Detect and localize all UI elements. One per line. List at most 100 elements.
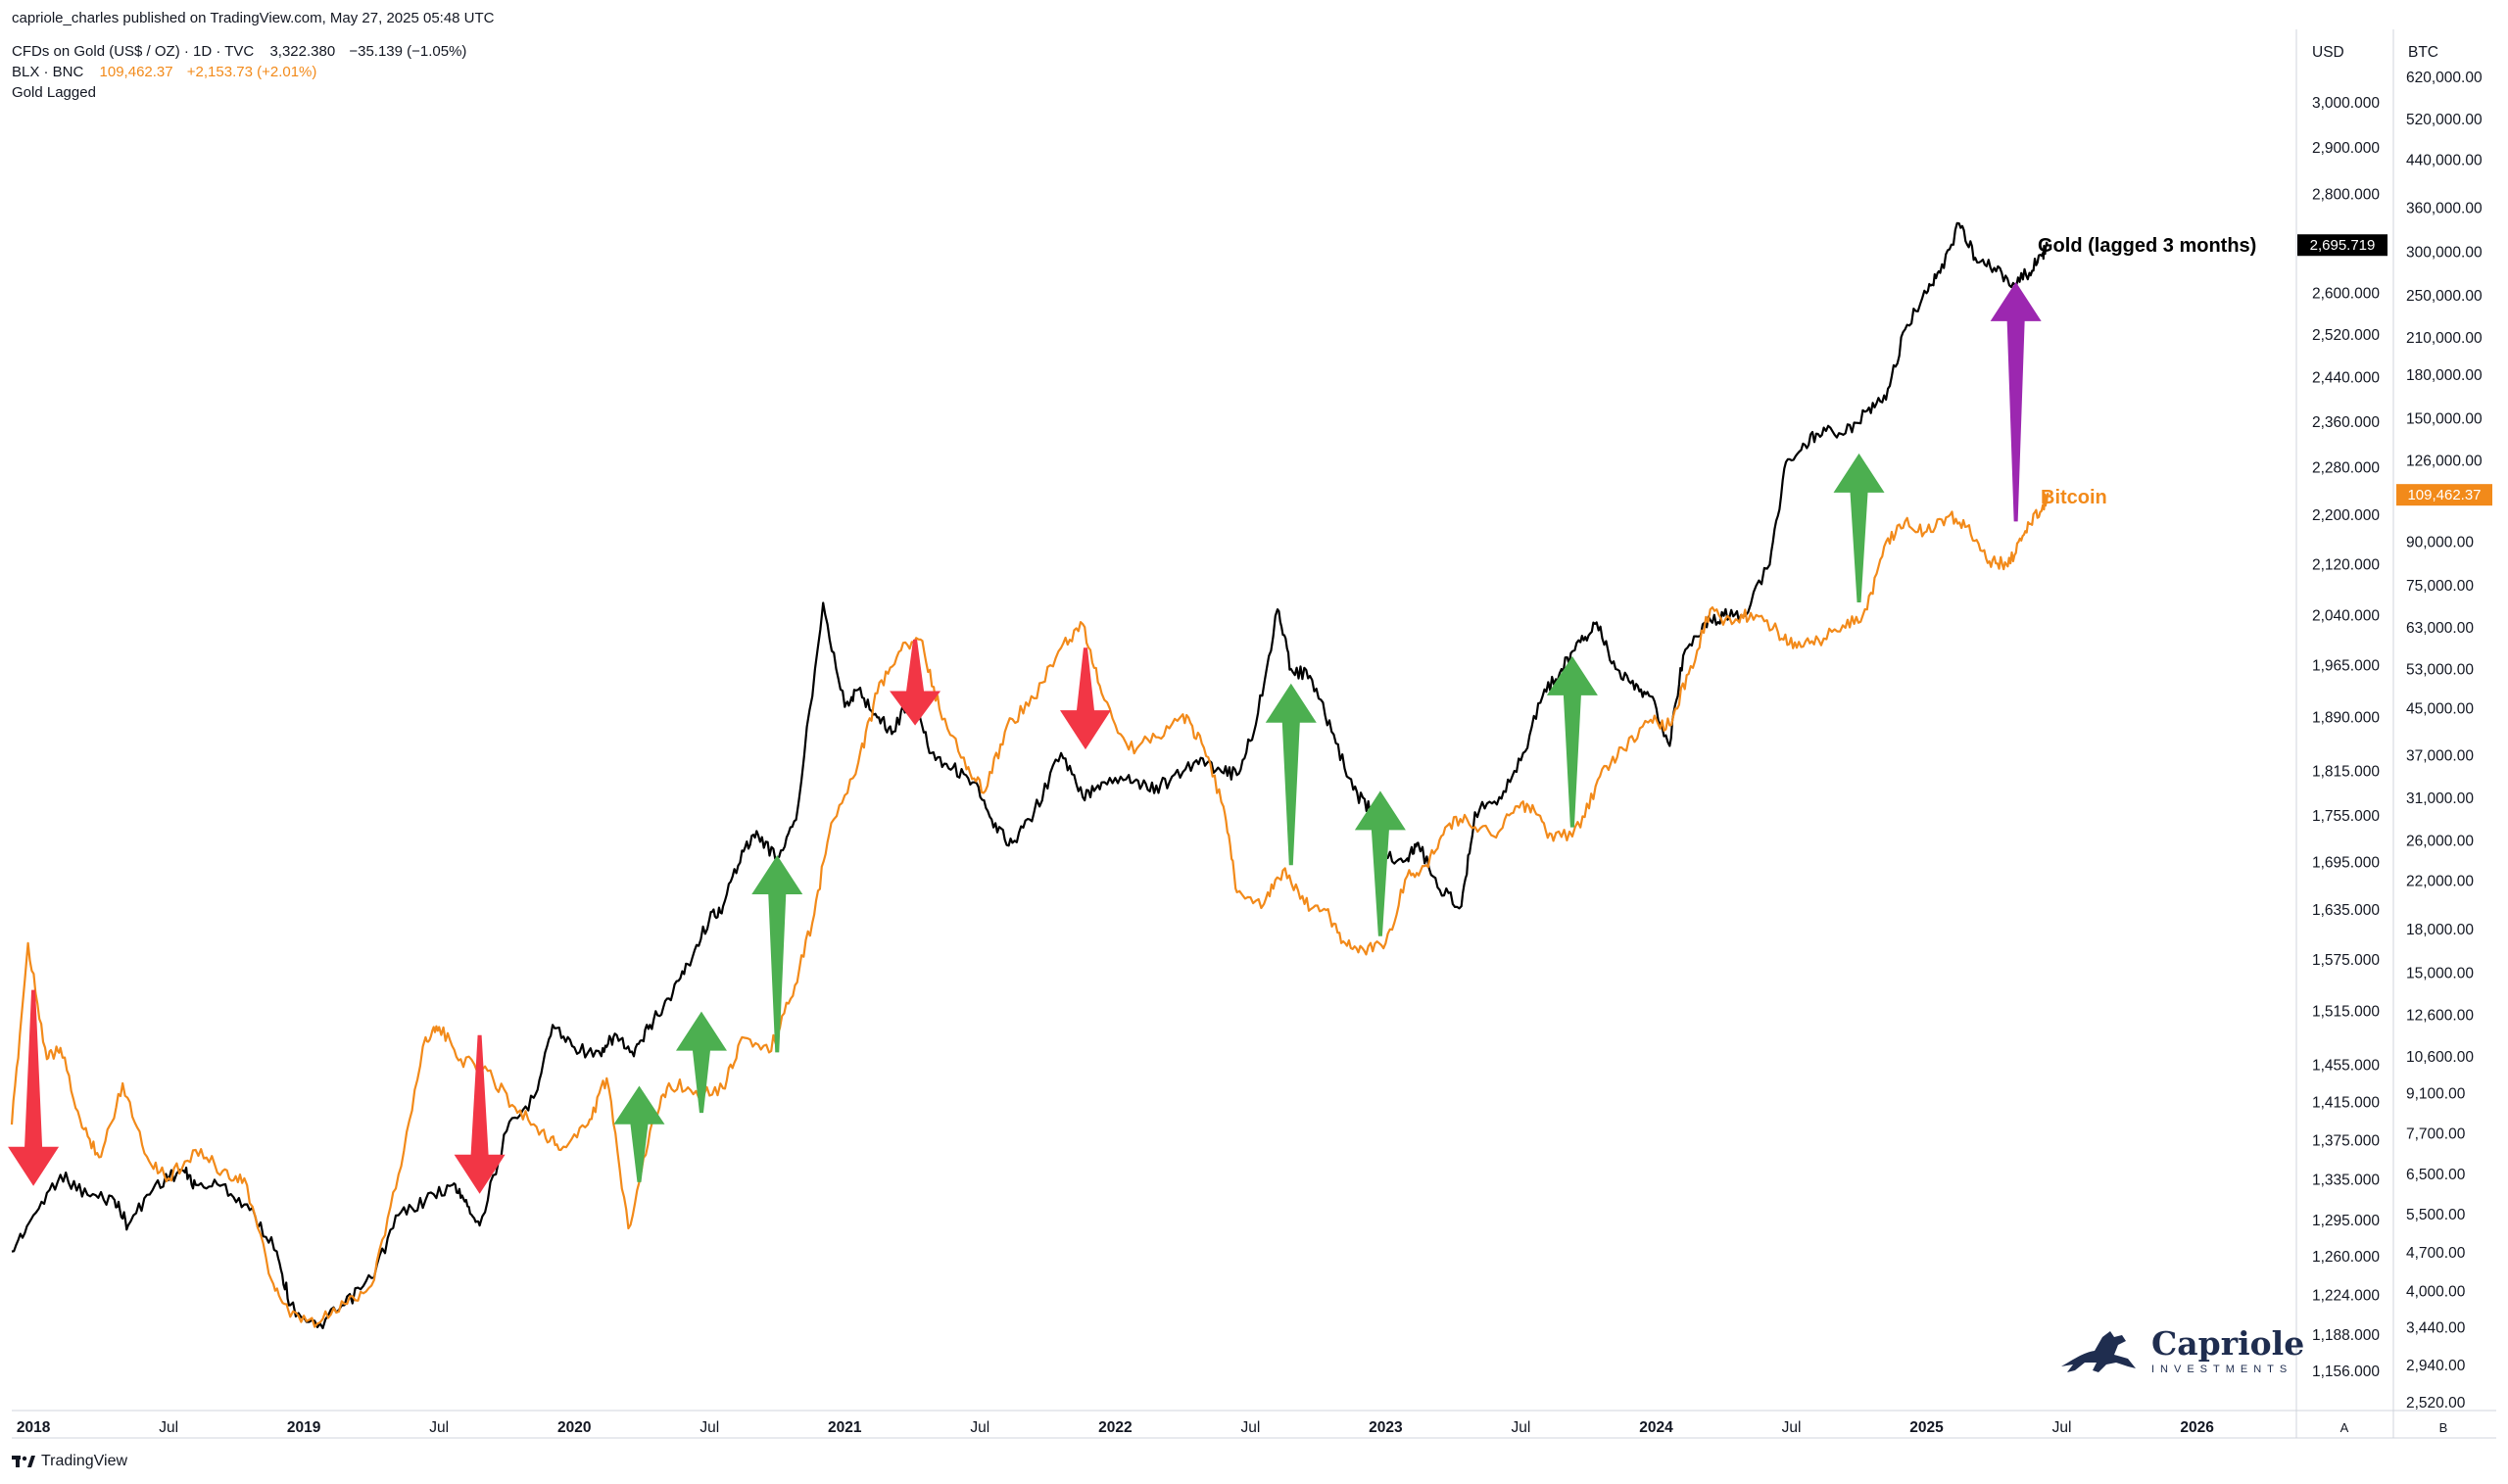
capriole-subtitle: INVESTMENTS xyxy=(2151,1364,2293,1375)
btc-tick-label: 250,000.00 xyxy=(2406,288,2483,305)
legend-gold-name: CFDs on Gold (US$ / OZ) · 1D · TVC xyxy=(12,43,255,60)
usd-tick-label: 1,635.000 xyxy=(2312,902,2380,919)
time-tick-label: 2024 xyxy=(1639,1419,1673,1436)
tradingview-label: TradingView xyxy=(41,1453,128,1469)
usd-tick-label: 1,455.000 xyxy=(2312,1058,2380,1075)
tradingview-icon xyxy=(12,1456,35,1467)
btc-last-price-badge: 109,462.37 xyxy=(2396,484,2492,506)
btc-tick-label: 3,440.00 xyxy=(2406,1320,2466,1337)
time-tick-label: 2025 xyxy=(1909,1419,1944,1436)
up-arrow xyxy=(1833,453,1885,603)
time-tick-label: 2019 xyxy=(287,1419,321,1436)
up-arrow xyxy=(675,1011,727,1114)
btc-tick-label: 7,700.00 xyxy=(2406,1126,2466,1143)
usd-tick-label: 1,156.000 xyxy=(2312,1364,2380,1380)
usd-price-axis[interactable]: 3,000.000 2,900.000 2,800.000 2,600.000 2,52… xyxy=(2312,95,2380,1380)
usd-tick-label: 2,440.000 xyxy=(2312,370,2380,387)
usd-tick-label: 2,280.000 xyxy=(2312,460,2380,477)
time-tick-label: 2021 xyxy=(828,1419,862,1436)
btc-tick-label: 31,000.00 xyxy=(2406,790,2474,807)
time-tick-label: Jul xyxy=(970,1419,989,1436)
usd-tick-label: 1,890.000 xyxy=(2312,709,2380,726)
btc-axis-label: BTC xyxy=(2408,44,2438,61)
btc-tick-label: 26,000.00 xyxy=(2406,833,2474,849)
btc-tick-label: 10,600.00 xyxy=(2406,1049,2474,1066)
time-tick-label: Jul xyxy=(1782,1419,1802,1436)
usd-tick-label: 1,188.000 xyxy=(2312,1327,2380,1344)
btc-tick-label: 150,000.00 xyxy=(2406,411,2483,428)
btc-tick-label: 18,000.00 xyxy=(2406,922,2474,938)
bitcoin-series-annotation: Bitcoin xyxy=(2041,487,2107,508)
legend-btc-change: +2,153.73 (+2.01%) xyxy=(186,64,317,80)
legend-gold-price: 3,322.380 xyxy=(269,43,336,60)
down-arrow xyxy=(454,1034,506,1194)
btc-tick-label: 45,000.00 xyxy=(2406,701,2474,718)
horse-icon xyxy=(2061,1330,2136,1372)
gold-last-price-badge: 2,695.719 xyxy=(2297,234,2387,257)
time-axis[interactable]: 2018 Jul 2019 Jul 2020 Jul 2021 Jul 2022 Jul 2023 J… xyxy=(17,1419,2214,1436)
usd-tick-label: 3,000.000 xyxy=(2312,95,2380,112)
tradingview-logo[interactable]: TradingView xyxy=(12,1453,127,1470)
legend-btc-price: 109,462.37 xyxy=(99,64,173,80)
legend-gold[interactable]: CFDs on Gold (US$ / OZ) · 1D · TVC 3,322… xyxy=(12,43,470,60)
usd-tick-label: 2,520.000 xyxy=(2312,327,2380,344)
usd-axis-label: USD xyxy=(2312,44,2344,61)
usd-tick-label: 1,755.000 xyxy=(2312,808,2380,825)
auto-scale-button-a[interactable]: A xyxy=(2340,1420,2349,1435)
auto-scale-button-b[interactable]: B xyxy=(2439,1420,2448,1435)
btc-tick-label: 2,940.00 xyxy=(2406,1358,2466,1374)
usd-tick-label: 1,295.000 xyxy=(2312,1213,2380,1229)
plot-area xyxy=(12,29,2496,1439)
btc-tick-label: 360,000.00 xyxy=(2406,201,2483,217)
down-arrow xyxy=(8,989,60,1186)
up-arrow xyxy=(751,855,803,1053)
btc-tick-label: 210,000.00 xyxy=(2406,330,2483,347)
gold-series-annotation: Gold (lagged 3 months) xyxy=(2038,235,2256,257)
question-mark: ? xyxy=(2008,239,2024,268)
btc-tick-label: 6,500.00 xyxy=(2406,1167,2466,1183)
time-tick-label: Jul xyxy=(1512,1419,1531,1436)
arrow-layer: ? xyxy=(8,239,2042,1194)
btc-tick-label: 9,100.00 xyxy=(2406,1085,2466,1102)
time-tick-label: 2026 xyxy=(2180,1419,2214,1436)
usd-tick-label: 1,375.000 xyxy=(2312,1132,2380,1149)
capriole-name: Capriole xyxy=(2151,1324,2305,1363)
time-tick-label: 2022 xyxy=(1098,1419,1132,1436)
time-tick-label: 2020 xyxy=(557,1419,591,1436)
up-arrow xyxy=(613,1085,665,1182)
usd-tick-label: 2,600.000 xyxy=(2312,285,2380,302)
btc-tick-label: 15,000.00 xyxy=(2406,966,2474,982)
time-tick-label: 2023 xyxy=(1369,1419,1403,1436)
btc-price-axis[interactable]: 620,000.00 520,000.00 440,000.00 360,000.00… xyxy=(2406,70,2483,1412)
usd-tick-label: 2,360.000 xyxy=(2312,414,2380,431)
time-tick-label: Jul xyxy=(2052,1419,2072,1436)
btc-last-price: 109,462.37 xyxy=(2407,487,2481,503)
btc-tick-label: 12,600.00 xyxy=(2406,1007,2474,1024)
btc-tick-label: 2,520.00 xyxy=(2406,1395,2466,1412)
btc-tick-label: 90,000.00 xyxy=(2406,534,2474,551)
btc-tick-label: 5,500.00 xyxy=(2406,1207,2466,1223)
usd-tick-label: 1,415.000 xyxy=(2312,1094,2380,1111)
usd-tick-label: 2,900.000 xyxy=(2312,140,2380,157)
btc-tick-label: 180,000.00 xyxy=(2406,367,2483,384)
down-arrow xyxy=(1059,647,1111,750)
time-tick-label: Jul xyxy=(699,1419,719,1436)
legend-indicator[interactable]: Gold Lagged xyxy=(12,84,96,101)
usd-tick-label: 2,200.000 xyxy=(2312,507,2380,524)
btc-tick-label: 300,000.00 xyxy=(2406,244,2483,261)
btc-tick-label: 4,000.00 xyxy=(2406,1283,2466,1300)
btc-tick-label: 4,700.00 xyxy=(2406,1245,2466,1262)
usd-tick-label: 2,800.000 xyxy=(2312,187,2380,204)
gold-last-price: 2,695.719 xyxy=(2310,237,2376,254)
usd-tick-label: 1,575.000 xyxy=(2312,952,2380,969)
question-arrow xyxy=(1990,281,2042,522)
usd-tick-label: 1,224.000 xyxy=(2312,1287,2380,1304)
btc-tick-label: 440,000.00 xyxy=(2406,152,2483,168)
time-tick-label: Jul xyxy=(429,1419,449,1436)
bitcoin-series-line[interactable] xyxy=(10,493,2050,1328)
series-layer xyxy=(10,221,2050,1330)
usd-tick-label: 2,120.000 xyxy=(2312,556,2380,573)
gold-series-line[interactable] xyxy=(11,221,2050,1330)
legend-btc[interactable]: BLX · BNC 109,462.37 +2,153.73 (+2.01%) xyxy=(12,64,320,80)
